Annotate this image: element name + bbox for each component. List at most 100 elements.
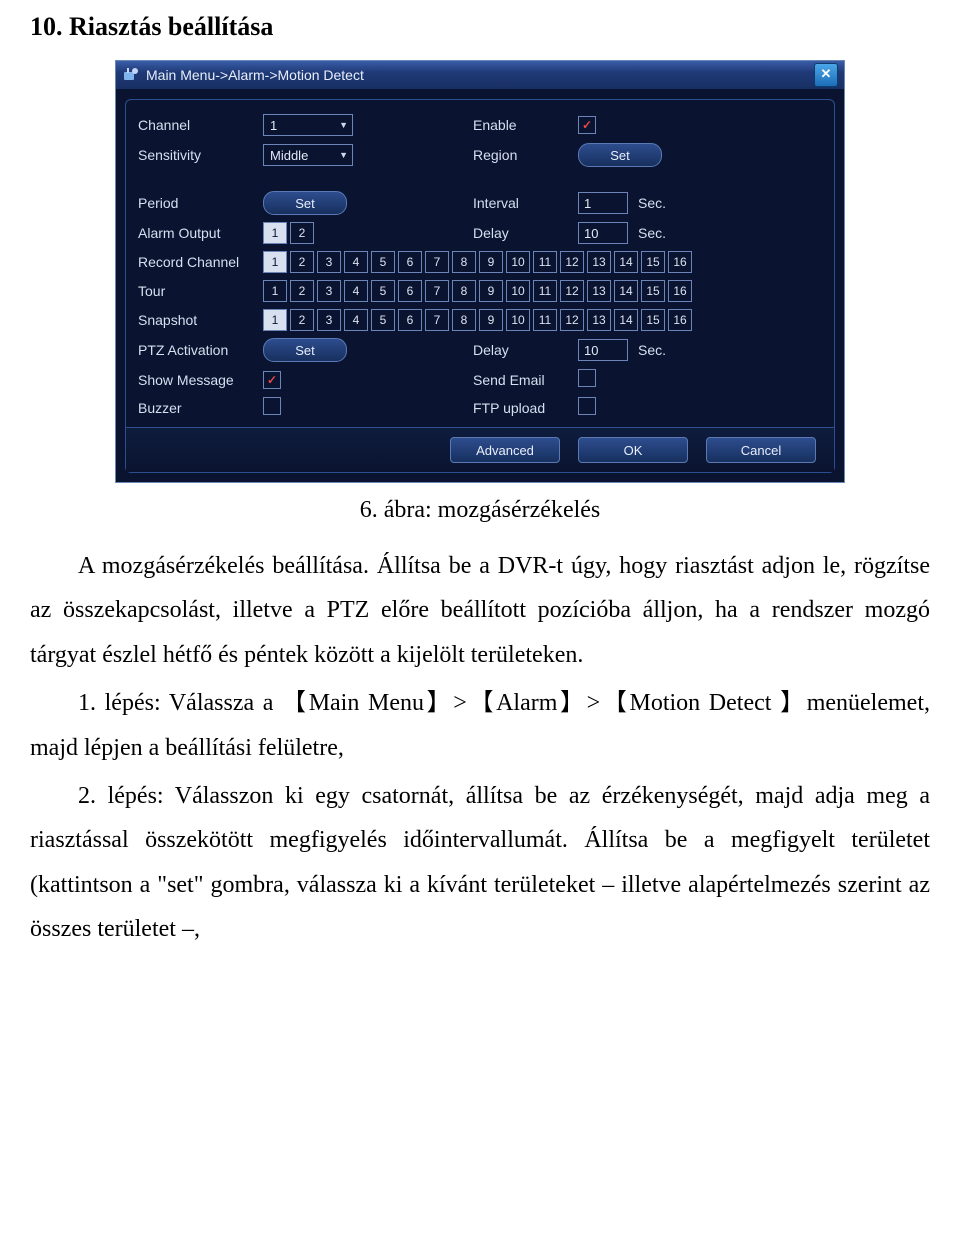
dialog-footer: Advanced OK Cancel <box>126 427 834 472</box>
channel-cell[interactable]: 9 <box>479 251 503 273</box>
channel-cell[interactable]: 2 <box>290 251 314 273</box>
channel-cell[interactable]: 8 <box>452 251 476 273</box>
channel-cell[interactable]: 3 <box>317 309 341 331</box>
channel-cell[interactable]: 2 <box>290 309 314 331</box>
buzzer-checkbox[interactable] <box>263 397 281 415</box>
label-tour: Tour <box>138 283 263 299</box>
channel-cell[interactable]: 4 <box>344 309 368 331</box>
channel-cell[interactable]: 10 <box>506 251 530 273</box>
channel-cell[interactable]: 12 <box>560 280 584 302</box>
channel-cell[interactable]: 15 <box>641 309 665 331</box>
channel-dropdown[interactable]: 1 ▼ <box>263 114 353 136</box>
channel-cell[interactable]: 5 <box>371 280 395 302</box>
ptz-delay-input[interactable]: 10 <box>578 339 628 361</box>
channel-cell[interactable]: 2 <box>290 280 314 302</box>
period-set-button[interactable]: Set <box>263 191 347 215</box>
channel-cell[interactable]: 2 <box>290 222 314 244</box>
channel-cell[interactable]: 6 <box>398 251 422 273</box>
chevron-down-icon: ▼ <box>339 120 348 130</box>
channel-cell[interactable]: 11 <box>533 280 557 302</box>
channel-cell[interactable]: 8 <box>452 280 476 302</box>
show-message-checkbox[interactable]: ✓ <box>263 371 281 389</box>
ok-button[interactable]: OK <box>578 437 688 463</box>
app-icon <box>122 66 140 84</box>
figure-caption: 6. ábra: mozgásérzékelés <box>30 497 930 524</box>
ftp-checkbox[interactable] <box>578 397 596 415</box>
channel-cell[interactable]: 14 <box>614 309 638 331</box>
channel-cell[interactable]: 7 <box>425 251 449 273</box>
advanced-button[interactable]: Advanced <box>450 437 560 463</box>
label-buzzer: Buzzer <box>138 400 263 416</box>
channel-cell[interactable]: 7 <box>425 309 449 331</box>
channel-cell[interactable]: 10 <box>506 280 530 302</box>
channel-cell[interactable]: 16 <box>668 280 692 302</box>
unit-sec: Sec. <box>638 342 666 358</box>
label-region: Region <box>473 147 578 163</box>
channel-cell[interactable]: 6 <box>398 280 422 302</box>
motion-detect-dialog: Main Menu->Alarm->Motion Detect ✕ Channe… <box>115 60 845 483</box>
channel-cell[interactable]: 11 <box>533 251 557 273</box>
unit-sec: Sec. <box>638 225 666 241</box>
section-heading: 10. Riasztás beállítása <box>30 12 930 42</box>
cancel-button[interactable]: Cancel <box>706 437 816 463</box>
body-text: A mozgásérzékelés beállítása. Állítsa be… <box>30 544 930 952</box>
channel-cell[interactable]: 15 <box>641 251 665 273</box>
snapshot-cells: 12345678910111213141516 <box>263 309 822 331</box>
channel-cell[interactable]: 14 <box>614 280 638 302</box>
tour-cells: 12345678910111213141516 <box>263 280 822 302</box>
sensitivity-dropdown[interactable]: Middle ▼ <box>263 144 353 166</box>
channel-cell[interactable]: 13 <box>587 309 611 331</box>
channel-cell[interactable]: 11 <box>533 309 557 331</box>
settings-panel: Channel 1 ▼ Enable ✓ Sensitivity <box>125 99 835 473</box>
channel-cell[interactable]: 15 <box>641 280 665 302</box>
title-text: Main Menu->Alarm->Motion Detect <box>146 67 814 83</box>
channel-cell[interactable]: 12 <box>560 251 584 273</box>
paragraph: A mozgásérzékelés beállítása. Állítsa be… <box>30 544 930 677</box>
label-enable: Enable <box>473 117 578 133</box>
chevron-down-icon: ▼ <box>339 150 348 160</box>
channel-cell[interactable]: 7 <box>425 280 449 302</box>
channel-cell[interactable]: 16 <box>668 251 692 273</box>
label-sensitivity: Sensitivity <box>138 147 263 163</box>
label-alarm-output: Alarm Output <box>138 225 263 241</box>
channel-cell[interactable]: 1 <box>263 222 287 244</box>
unit-sec: Sec. <box>638 195 666 211</box>
channel-cell[interactable]: 12 <box>560 309 584 331</box>
titlebar: Main Menu->Alarm->Motion Detect ✕ <box>116 61 844 90</box>
channel-cell[interactable]: 9 <box>479 309 503 331</box>
label-send-email: Send Email <box>473 372 578 388</box>
region-set-button[interactable]: Set <box>578 143 662 167</box>
label-ptz-delay: Delay <box>473 342 578 358</box>
send-email-checkbox[interactable] <box>578 369 596 387</box>
channel-cell[interactable]: 13 <box>587 280 611 302</box>
label-record-channel: Record Channel <box>138 254 263 270</box>
channel-cell[interactable]: 6 <box>398 309 422 331</box>
channel-cell[interactable]: 3 <box>317 280 341 302</box>
channel-cell[interactable]: 3 <box>317 251 341 273</box>
channel-cell[interactable]: 13 <box>587 251 611 273</box>
channel-value: 1 <box>270 118 335 133</box>
channel-cell[interactable]: 1 <box>263 309 287 331</box>
label-period: Period <box>138 195 263 211</box>
channel-cell[interactable]: 1 <box>263 280 287 302</box>
interval-input[interactable]: 1 <box>578 192 628 214</box>
paragraph: 1. lépés: Válassza a 【Main Menu】>【Alarm】… <box>30 681 930 770</box>
alarm-output-cells: 12 <box>263 222 473 244</box>
paragraph: 2. lépés: Válasszon ki egy csatornát, ál… <box>30 774 930 952</box>
label-ptz: PTZ Activation <box>138 342 263 358</box>
channel-cell[interactable]: 14 <box>614 251 638 273</box>
ptz-set-button[interactable]: Set <box>263 338 347 362</box>
channel-cell[interactable]: 4 <box>344 251 368 273</box>
channel-cell[interactable]: 4 <box>344 280 368 302</box>
label-interval: Interval <box>473 195 578 211</box>
close-icon[interactable]: ✕ <box>814 63 838 87</box>
channel-cell[interactable]: 9 <box>479 280 503 302</box>
channel-cell[interactable]: 10 <box>506 309 530 331</box>
channel-cell[interactable]: 8 <box>452 309 476 331</box>
enable-checkbox[interactable]: ✓ <box>578 116 596 134</box>
channel-cell[interactable]: 5 <box>371 251 395 273</box>
channel-cell[interactable]: 5 <box>371 309 395 331</box>
channel-cell[interactable]: 16 <box>668 309 692 331</box>
channel-cell[interactable]: 1 <box>263 251 287 273</box>
delay-input[interactable]: 10 <box>578 222 628 244</box>
